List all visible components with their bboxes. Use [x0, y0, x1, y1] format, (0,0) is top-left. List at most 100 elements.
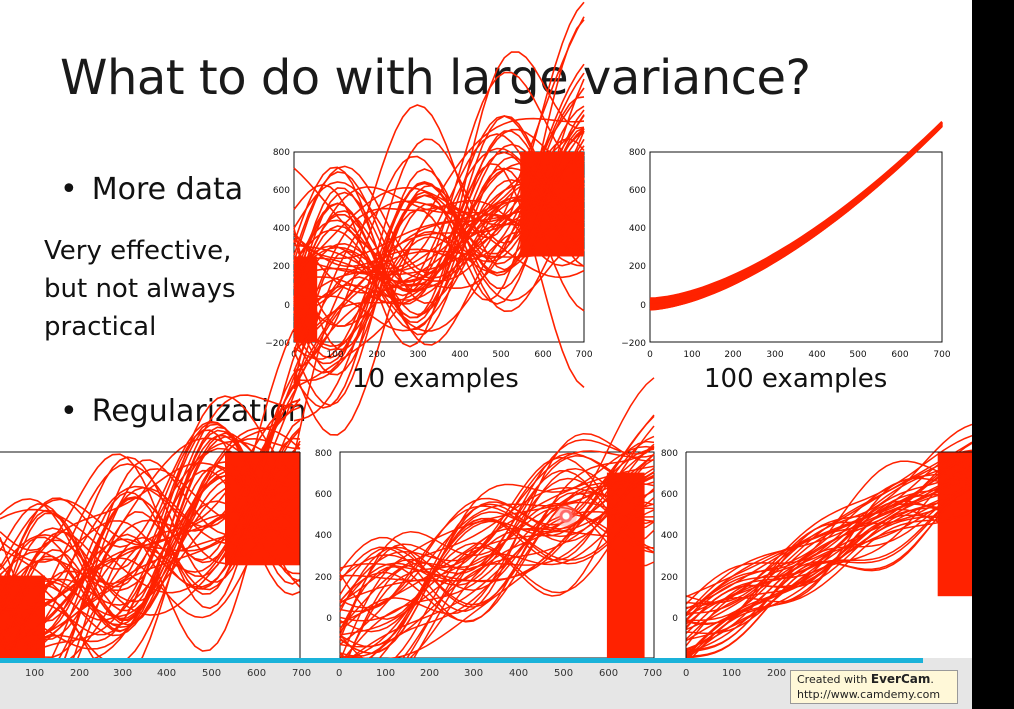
ctrl-xtick: 200 [767, 668, 787, 679]
fit-curve [339, 501, 655, 664]
progress-bar[interactable] [0, 658, 924, 663]
fit-curve [339, 456, 655, 674]
xtick: 100 [683, 350, 700, 360]
fit-curve [293, 165, 585, 274]
fit-curve [0, 469, 301, 637]
fit-curve [0, 427, 301, 612]
caption-100-examples: 100 examples [704, 364, 888, 394]
xtick: 0 [647, 350, 653, 360]
ctrl-xtick: 100 [25, 668, 45, 679]
fit-curve [0, 379, 301, 594]
fit-curve [293, 167, 585, 384]
ytick: 800 [661, 449, 678, 459]
fit-curve [649, 121, 943, 301]
fit-curve [339, 474, 655, 648]
fit-curve [0, 437, 301, 645]
fit-curve [293, 96, 585, 376]
fit-curve [685, 511, 973, 656]
bullet-dot: • [60, 394, 78, 429]
plot-100-axes: 800 600 400 200 0 −200 0 100 200 300 400… [621, 148, 951, 360]
fit-curve [0, 500, 301, 685]
fit-curve [339, 445, 655, 648]
fit-curve [0, 479, 301, 657]
fit-curve [685, 423, 973, 604]
ytick: −200 [621, 339, 646, 349]
xtick: 400 [808, 350, 825, 360]
right-black-bar [972, 0, 1014, 709]
ytick: 400 [629, 224, 646, 234]
caption-10-examples: 10 examples [352, 364, 519, 394]
note-text: Very effective, but not always practical [44, 232, 236, 346]
fit-curve [0, 437, 301, 665]
fit-curve [649, 125, 943, 310]
ctrl-xtick: 0 [336, 668, 343, 679]
fit-curve [685, 435, 973, 605]
fit-curve [685, 453, 973, 625]
fit-curve [0, 440, 301, 616]
ytick: 200 [315, 573, 332, 583]
fit-curve [339, 470, 655, 661]
fit-curve [685, 467, 973, 615]
xtick: 400 [451, 350, 468, 360]
ytick: 200 [629, 262, 646, 272]
slide: What to do with large variance? • More da… [0, 0, 973, 709]
ctrl-xtick: 100 [376, 668, 396, 679]
xtick: 300 [766, 350, 783, 360]
ctrl-xtick: 500 [554, 668, 574, 679]
fit-curve [0, 381, 301, 592]
plot-reg2-yaxis: 800 600 400 200 0 [315, 449, 332, 624]
plot-10-axes: 800 600 400 200 0 −200 0 100 200 300 400… [265, 148, 593, 360]
fit-curve [339, 443, 655, 613]
ctrl-xtick: 400 [509, 668, 529, 679]
fit-curve [0, 421, 301, 640]
ctrl-xtick: 300 [464, 668, 484, 679]
watermark-line-1: Created with EverCam. [797, 672, 951, 687]
xtick: 200 [368, 350, 385, 360]
plot-100-examples [649, 120, 943, 343]
watermark-prefix: Created with [797, 673, 868, 686]
fit-curve [293, 203, 585, 382]
ctrl-xtick: 500 [202, 668, 222, 679]
xtick: 300 [409, 350, 426, 360]
fit-curve [0, 429, 301, 660]
xtick: 200 [724, 350, 741, 360]
evercam-watermark[interactable]: Created with EverCam. http://www.camdemy… [790, 670, 958, 704]
fit-curve [685, 486, 973, 659]
fit-curve [293, 157, 585, 409]
fit-curve [685, 473, 973, 631]
ytick: 400 [273, 224, 290, 234]
ytick: −200 [265, 339, 290, 349]
fit-curve [685, 486, 973, 642]
ctrl-xtick: 200 [70, 668, 90, 679]
curves-reg-weak [0, 318, 301, 709]
fit-curve [293, 185, 585, 290]
fit-curve [339, 425, 655, 609]
xtick: 600 [891, 350, 908, 360]
fit-curve [293, 78, 585, 298]
bullet-dot: • [60, 172, 78, 207]
fit-curve [293, 63, 585, 294]
bullet-more-data-label: More data [91, 172, 244, 207]
fit-curve [293, 162, 585, 456]
ctrl-xtick: 700 [643, 668, 663, 679]
curves-reg-strong [685, 423, 973, 665]
watermark-url: http://www.camdemy.com [797, 688, 941, 701]
ytick: 800 [315, 449, 332, 459]
fit-curve [0, 399, 301, 659]
ctrl-xtick: 700 [292, 668, 312, 679]
fit-curve [293, 156, 585, 336]
fit-curve [293, 167, 585, 300]
watermark-suffix: . [930, 673, 934, 686]
xtick: 600 [534, 350, 551, 360]
xtick: 500 [849, 350, 866, 360]
fit-curve [293, 117, 585, 327]
fit-curve [0, 420, 301, 594]
note-line-3: practical [44, 312, 157, 342]
fit-curve [293, 200, 585, 389]
fit-curve [339, 432, 655, 612]
bullet-more-data: • More data [60, 172, 243, 207]
fit-curve [293, 128, 585, 291]
fit-curve [685, 508, 973, 665]
ytick: 0 [326, 614, 332, 624]
ctrl-xtick: 100 [722, 668, 742, 679]
